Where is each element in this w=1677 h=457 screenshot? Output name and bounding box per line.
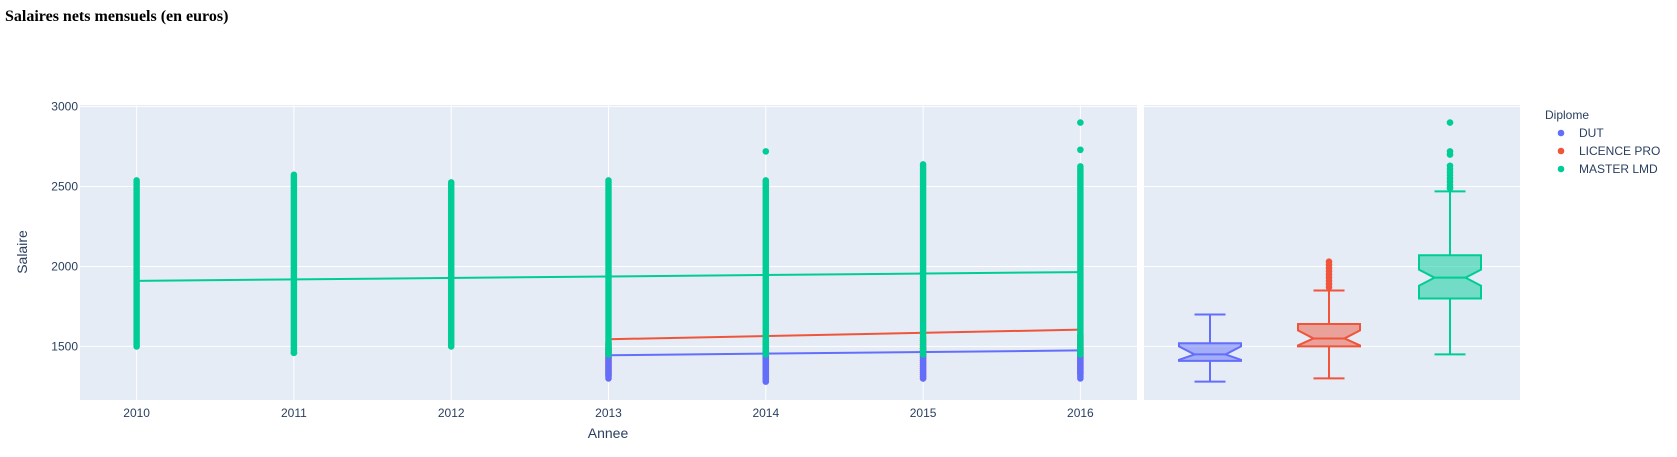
box-outlier-master-lmd xyxy=(1446,148,1454,155)
legend-marker-dut xyxy=(1557,129,1565,137)
trendline-dut xyxy=(608,349,1081,357)
box-body-dut xyxy=(1178,342,1242,362)
x-tick-label: 2011 xyxy=(281,406,307,420)
x-tick-label: 2014 xyxy=(752,406,779,420)
box-body-licence-pro xyxy=(1297,323,1361,348)
x-tick-label: 2016 xyxy=(1067,406,1094,420)
legend-label-master-lmd: MASTER LMD xyxy=(1579,162,1658,176)
scatter-points xyxy=(133,119,1084,385)
y-tick-label: 1500 xyxy=(51,339,78,353)
x-tick-label: 2013 xyxy=(595,406,622,420)
x-tick-label: 2012 xyxy=(438,406,465,420)
legend-title: Diplome xyxy=(1545,108,1589,122)
axes: 2010 2011 2012 2013 2014 2015 2016 1500 2000 2500… xyxy=(51,100,1094,420)
scatter-point-master-lmd xyxy=(762,148,770,155)
box-outlier-master-lmd xyxy=(1446,162,1454,170)
legend-item-dut[interactable]: DUT xyxy=(1557,126,1605,140)
scatter-point-master-lmd xyxy=(447,179,455,186)
scatter-point-master-lmd xyxy=(919,161,927,168)
trendline-licence-pro xyxy=(608,328,1081,341)
legend-marker-licence-pro xyxy=(1557,147,1565,155)
legend-marker-master-lmd xyxy=(1557,165,1565,173)
scatter-point-master-lmd xyxy=(1077,146,1084,154)
x-axis-title: Annee xyxy=(588,425,629,441)
box-outlier-master-lmd xyxy=(1446,119,1454,126)
y-axis-title: Salaire xyxy=(14,230,30,274)
scatter-point-master-lmd xyxy=(133,177,140,184)
legend: Diplome DUT LICENCE PRO MASTER LMD xyxy=(1545,108,1660,176)
y-tick-label: 2500 xyxy=(51,180,78,194)
scatter-point-master-lmd xyxy=(1077,163,1084,170)
x-tick-label: 2010 xyxy=(123,406,150,420)
legend-item-master-lmd[interactable]: MASTER LMD xyxy=(1557,162,1658,176)
x-tick-label: 2015 xyxy=(910,406,937,420)
legend-item-licence-pro[interactable]: LICENCE PRO xyxy=(1557,144,1661,158)
page-title: Salaires nets mensuels (en euros) xyxy=(5,8,229,25)
legend-label-licence-pro: LICENCE PRO xyxy=(1579,144,1660,158)
box-outlier-licence-pro xyxy=(1325,258,1333,265)
scatter-point-master-lmd xyxy=(762,177,770,184)
scatter-point-master-lmd xyxy=(290,349,298,357)
scatter-point-master-lmd xyxy=(605,177,612,184)
scatter-point-master-lmd xyxy=(290,171,298,179)
legend-label-dut: DUT xyxy=(1579,126,1604,140)
scatter-point-master-lmd xyxy=(1077,119,1084,126)
box-plots xyxy=(1178,119,1482,383)
y-tick-label: 3000 xyxy=(51,100,78,114)
y-tick-label: 2000 xyxy=(51,259,78,273)
